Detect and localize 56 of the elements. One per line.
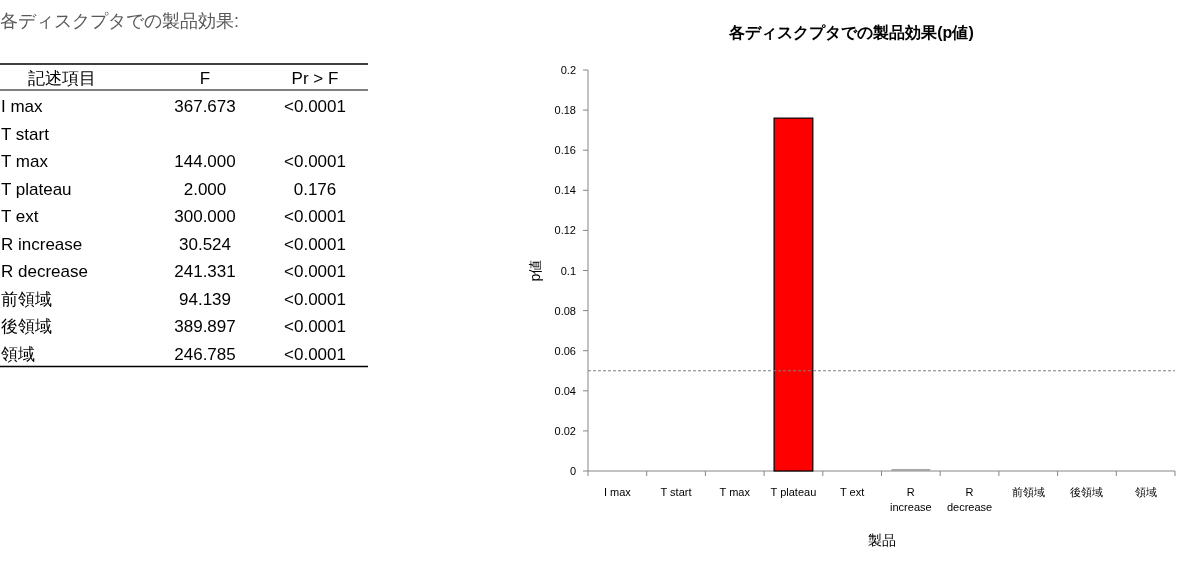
data-label: 389.897 — [174, 317, 236, 336]
y-tick-label: 0.04 — [554, 384, 576, 397]
x-tick-label: 後領域 — [1070, 486, 1104, 498]
text: 記述項目 — [28, 69, 96, 88]
y-tick-label: 0.08 — [554, 304, 576, 317]
x-tick-label: T max — [719, 486, 751, 498]
data-label: <0.0001 — [284, 262, 346, 281]
category-label: T ext — [1, 207, 39, 226]
data-label: 0.176 — [293, 179, 337, 199]
x-tick-label: T ext — [840, 486, 865, 498]
x-tick-label: T plateau — [770, 486, 817, 498]
data-label: 2.000 — [183, 179, 227, 199]
x-tick-label: R increase — [890, 486, 932, 513]
text: 各ディスクプタでの製品効果: — [0, 11, 240, 31]
x-tick-label: R decrease — [946, 486, 993, 513]
text: Pr > F — [291, 69, 339, 88]
x-tick-label: 領域 — [1134, 486, 1157, 498]
y-tick-label: 0.2 — [560, 64, 576, 76]
category-label: T max — [1, 152, 49, 171]
data-label: 367.673 — [174, 97, 236, 116]
y-tick-label: 0 — [569, 465, 576, 477]
data-label: <0.0001 — [284, 344, 346, 364]
data-label: <0.0001 — [284, 152, 346, 171]
data-label: <0.0001 — [284, 289, 346, 309]
category-label: I max — [1, 97, 44, 116]
y-axis-title: p値 — [527, 259, 543, 282]
data-label: 241.331 — [174, 262, 236, 281]
y-tick-label: 0.16 — [554, 144, 576, 157]
chart-title: 各ディスクプタでの製品効果(p値) — [728, 24, 974, 41]
category-label: R decrease — [1, 262, 88, 281]
y-tick-label: 0.06 — [554, 344, 576, 357]
data-label: <0.0001 — [284, 317, 346, 336]
x-tick-label: I max — [603, 486, 632, 498]
data-label: <0.0001 — [284, 234, 346, 254]
data-label: 300.000 — [174, 207, 236, 226]
y-tick-label: 0.12 — [554, 224, 576, 237]
category-label: 後領域 — [1, 317, 52, 336]
y-tick-label: 0.02 — [554, 424, 576, 437]
data-label: <0.0001 — [284, 97, 346, 116]
data-label: 246.785 — [174, 344, 236, 364]
y-tick-label: 0.18 — [554, 104, 576, 117]
category-label: 前領域 — [1, 289, 52, 309]
x-axis-title: 製品 — [867, 532, 896, 548]
data-label: 144.000 — [174, 152, 236, 171]
category-label: T start — [1, 124, 50, 144]
category-label: T plateau — [1, 179, 72, 199]
x-tick-label: 前領域 — [1011, 486, 1045, 498]
data-label: 94.139 — [179, 289, 231, 309]
category-label: 領域 — [1, 344, 35, 364]
text: F — [199, 69, 211, 88]
category-label: R increase — [1, 234, 83, 254]
data-label: 30.524 — [179, 234, 231, 254]
y-tick-label: 0.14 — [554, 184, 576, 197]
data-label: <0.0001 — [284, 207, 346, 226]
x-tick-label: T start — [660, 486, 692, 498]
y-tick-label: 0.1 — [560, 264, 576, 277]
